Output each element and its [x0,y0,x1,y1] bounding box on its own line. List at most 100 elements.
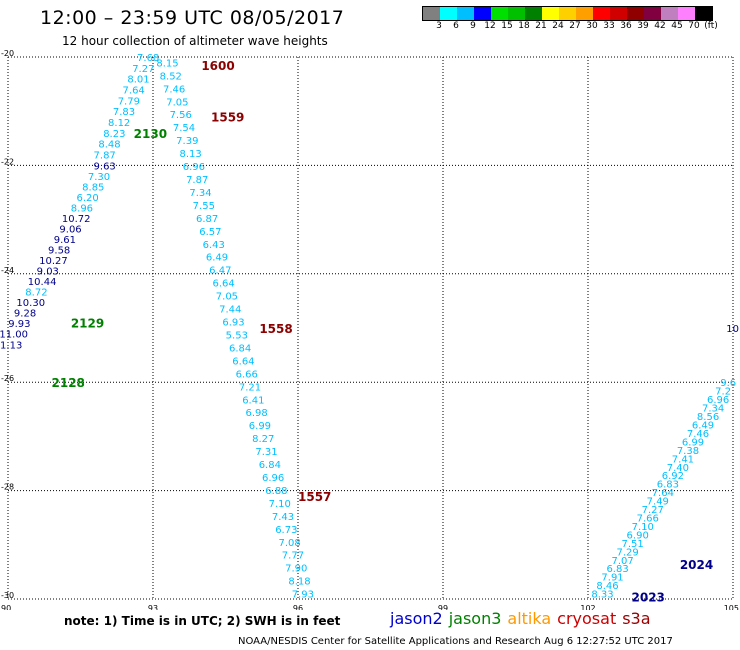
wave-height-value: 8.01 [127,75,149,86]
track-jason3: 9.67.26.967.348.566.497.466.997.387.417.… [591,378,736,600]
wave-height-value: 8.13 [179,149,201,160]
wave-height-value: 6.20 [76,193,98,204]
colorbar-label: 39 [637,21,649,31]
latitude-tick-label: -22 [1,157,14,166]
colorbar-swatch [695,7,712,20]
wave-height-value: 8.85 [82,182,104,193]
wave-height-value: 7.39 [176,136,198,147]
wave-height-value: 8.33 [591,590,613,601]
latitude-tick-label: -20 [1,49,14,58]
colorbar-swatch [559,7,576,20]
altimeter-map: 90 93 96 99 102 105-20-22-24-26-28-30 9.637.3… [0,49,739,610]
wave-height-value: 11.13 [0,340,22,351]
wave-height-value: 7.07 [611,556,633,567]
footnote: note: 1) Time is in UTC; 2) SWH is in fe… [64,614,341,628]
colorbar-label: 70 [688,21,700,31]
colorbar-label: 27 [569,21,581,31]
wave-height-value: 8.56 [697,412,719,423]
colorbar-swatch [593,7,610,20]
colorbar-swatch [627,7,644,20]
wave-height-value: 7.55 [193,201,215,212]
colorbar-swatch [576,7,593,20]
wave-height-value: 6.43 [203,240,225,251]
credit-line: NOAA/NESDIS Center for Satellite Applica… [238,636,673,647]
wave-height-value: 8.46 [596,581,618,592]
wave-height-value: 8.15 [156,58,178,69]
wave-height-value: 9.63 [94,161,116,172]
wave-height-value: 6.96 [262,473,284,484]
wave-height-value: 7.87 [94,151,116,162]
wave-height-value: 7.46 [687,429,709,440]
wave-height-value: 6.41 [242,395,264,406]
wave-height-value: 7.31 [255,447,277,458]
colorbar-label: 36 [620,21,632,31]
wave-height-value: 6.47 [209,266,231,277]
map-subtitle: 12 hour collection of altimeter wave hei… [62,34,328,48]
wave-height-value: 7.08 [278,538,300,549]
wave-height-value: 9.28 [14,309,36,320]
colorbar-label: 12 [484,21,496,31]
legend-s3a: s3a [622,609,651,628]
wave-height-value: 10.27 [39,256,68,267]
colorbar-swatch [661,7,678,20]
wave-height-value: 7.44 [219,305,241,316]
wave-height-value: 10.72 [62,214,91,225]
wave-height-value: 7.21 [239,382,261,393]
wave-height-value: 8.96 [71,203,93,214]
wave-height-value: 7.43 [272,512,294,523]
wave-height-value: 6.88 [265,486,287,497]
wave-height-value: 7.87 [186,175,208,186]
wave-height-value: 7.27 [132,64,154,75]
wave-height-value: 6.49 [692,420,714,431]
colorbar-swatch [644,7,661,20]
wave-height-value: 6.96 [183,162,205,173]
wave-height-value: 9.61 [54,235,76,246]
wave-height-value: 6.99 [682,437,704,448]
latitude-tick-label: -30 [1,591,14,600]
wave-height-value: 6.73 [275,525,297,536]
wave-height-value: 6.92 [662,471,684,482]
colorbar-label: 6 [453,21,459,31]
pass-time-label: 1558 [259,322,292,336]
wave-height-value: 6.87 [196,214,218,225]
track-jason2: 9.637.308.856.208.9610.729.069.619.5810.… [0,161,116,351]
wave-height-value: 10.30 [16,298,45,309]
wave-height-value: 6.84 [229,343,251,354]
wave-height-value: 9.06 [59,225,81,236]
latitude-tick-label: -28 [1,483,14,492]
colorbar-label: 15 [501,21,513,31]
wave-height-value: 7.91 [601,573,623,584]
wave-height-value: 9.03 [37,267,59,278]
wave-height-colorbar [422,6,713,21]
colorbar-swatch [542,7,559,20]
wave-height-value: 7.64 [652,488,674,499]
wave-height-value: 6.93 [222,318,244,329]
wave-height-value: 6.84 [259,460,281,471]
colorbar-swatch [457,7,474,20]
legend-jason3: jason3 [448,609,502,628]
colorbar-swatch [610,7,627,20]
wave-height-value: 9.93 [8,319,30,330]
wave-height-value: 7.64 [123,86,145,97]
colorbar-label: 33 [603,21,615,31]
pass-time-label: 2130 [134,127,167,141]
wave-height-value: 6.64 [232,356,254,367]
wave-height-value: 7.05 [166,97,188,108]
pass-time-label: 2024 [680,558,713,572]
colorbar-swatch [474,7,491,20]
wave-height-value: 7.66 [637,513,659,524]
wave-height-value: 7.10 [269,499,291,510]
wave-height-value: 7.68 [137,53,159,64]
pass-time-label: 1559 [211,111,244,125]
longitude-tick-label: 96 [293,604,303,610]
colorbar-label: 30 [586,21,598,31]
pass-time-label: 1557 [298,490,331,504]
colorbar-label: 21 [535,21,547,31]
wave-height-value: 7.51 [622,539,644,550]
wave-height-value: 8.52 [160,71,182,82]
wave-height-value: 7.29 [617,547,639,558]
wave-height-value: 6.83 [657,480,679,491]
wave-height-value: 6.96 [707,395,729,406]
wave-height-value: 7.27 [642,505,664,516]
wave-height-value: 11.00 [0,330,28,341]
